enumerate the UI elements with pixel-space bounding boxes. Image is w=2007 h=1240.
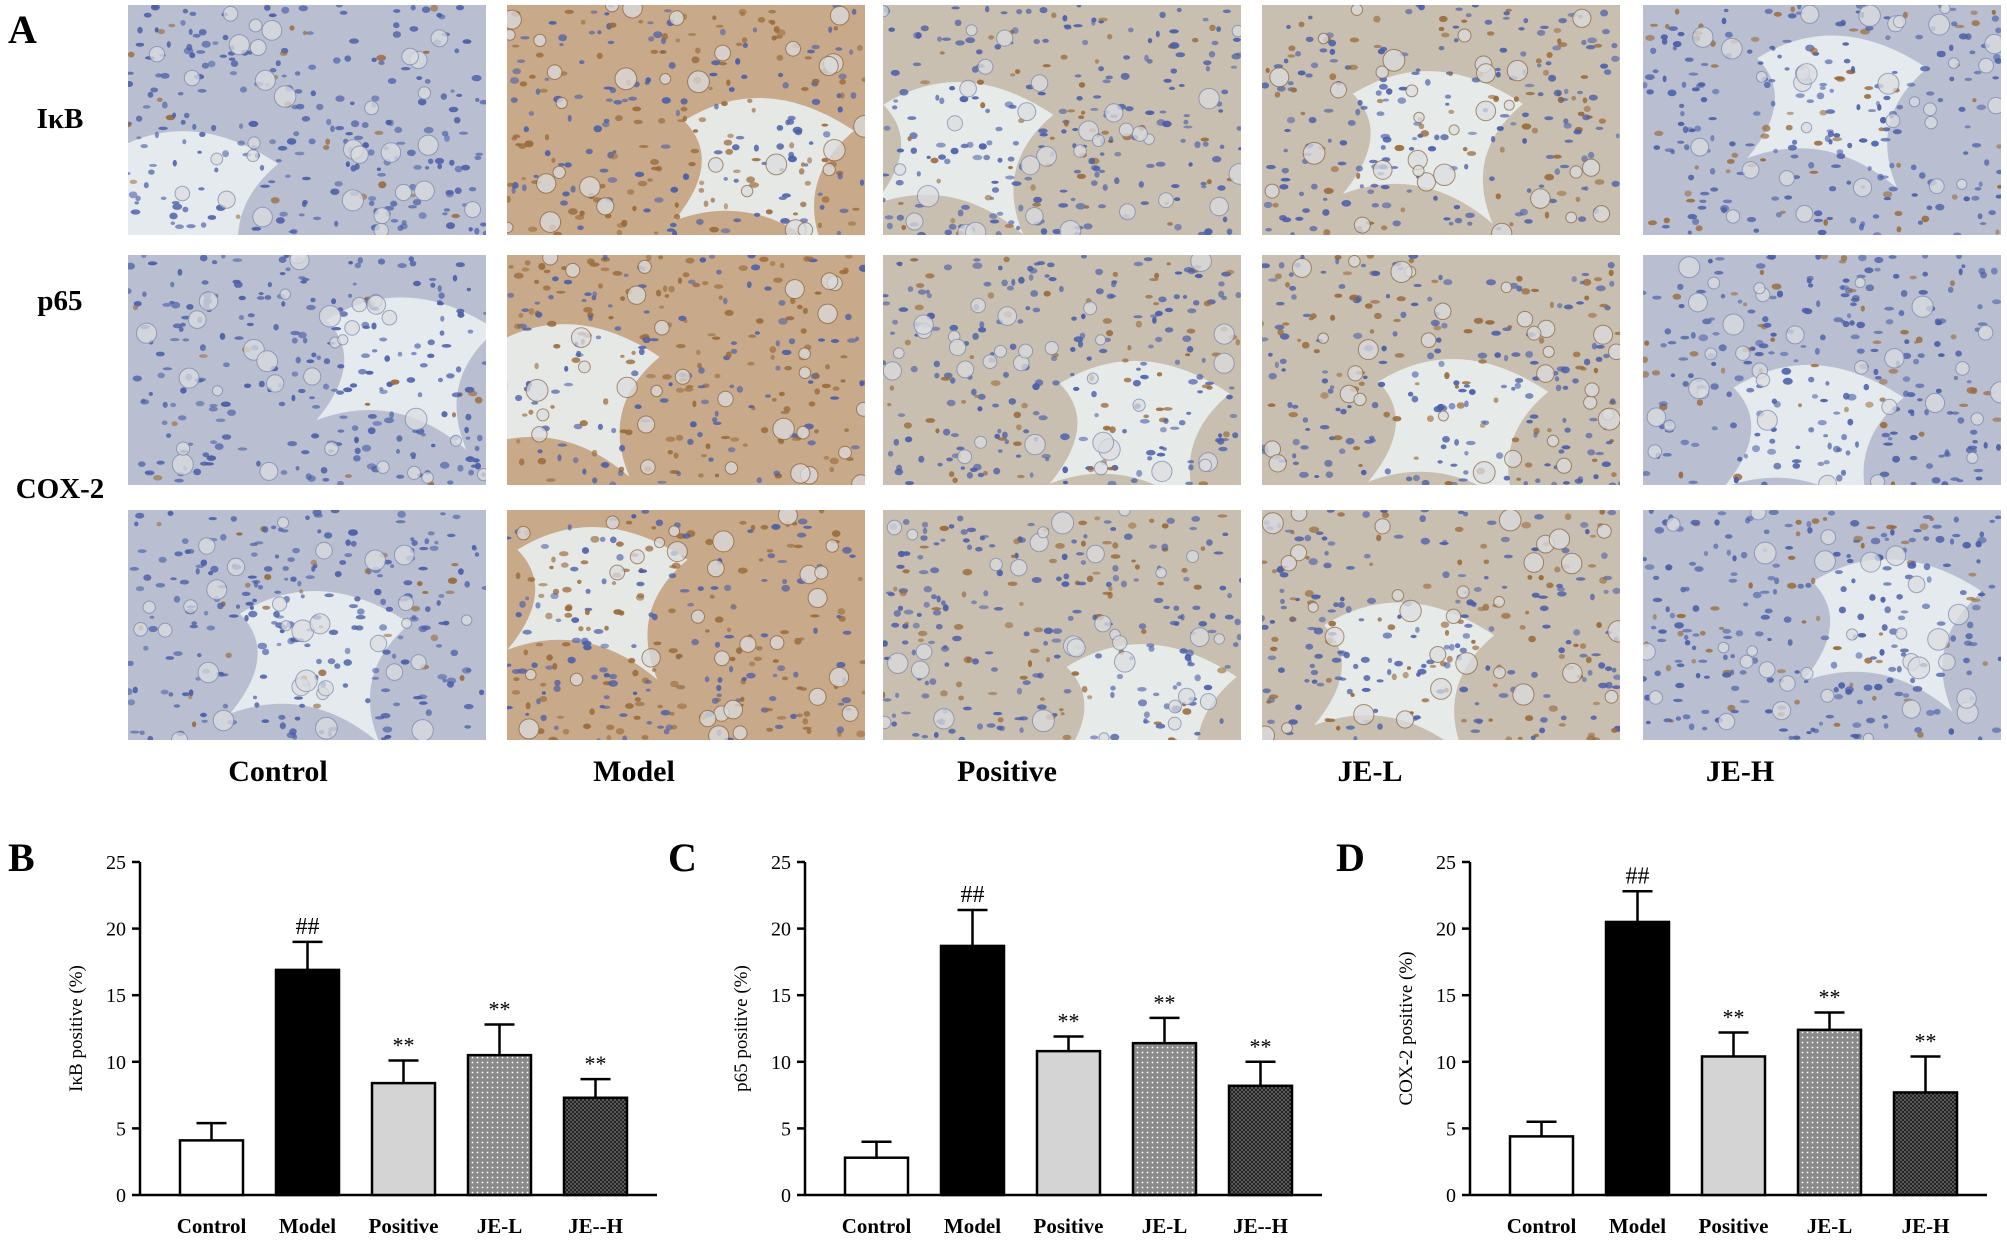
panel-letter-d: D	[1336, 835, 1365, 880]
significance-label: **	[1250, 1034, 1272, 1059]
significance-label: ##	[296, 914, 320, 940]
row-label-ikb: IκB	[36, 103, 84, 135]
y-tick-label: 25	[1436, 852, 1456, 874]
micrograph-p65-model	[507, 255, 865, 485]
x-tick-label: JE-L	[477, 1214, 523, 1238]
micrograph-cox2-je-h	[1643, 510, 2001, 740]
x-tick-label: JE-L	[1807, 1214, 1853, 1238]
column-label-je-l: JE-L	[1337, 755, 1403, 788]
chart-c-p65: 0 5 10 15 20 25 p65 positive (%) Control ## Model…	[731, 852, 1322, 1238]
bar-model	[274, 968, 341, 1197]
micrograph-ikb-control	[128, 5, 486, 235]
y-tick-label: 20	[1436, 919, 1456, 941]
x-tick-label: Positive	[369, 1214, 439, 1238]
micrograph-ikb-je-h	[1643, 5, 2001, 235]
y-tick-label: 0	[1446, 1185, 1456, 1207]
y-tick-label: 20	[771, 919, 791, 941]
bar-model	[1604, 920, 1671, 1197]
micrograph-cox2-model	[507, 510, 865, 740]
bar-je-h	[562, 1096, 629, 1197]
column-label-model: Model	[593, 755, 675, 788]
x-tick-label: JE-L	[1142, 1214, 1188, 1238]
chart-d-cox2: 0 5 10 15 20 25 COX-2 positive (%) Control ## Mod…	[1396, 852, 1987, 1238]
y-tick-label: 15	[106, 985, 126, 1007]
y-tick-label: 10	[106, 1052, 126, 1074]
bar-control	[178, 1139, 245, 1197]
row-label-p65: p65	[37, 285, 83, 317]
micrograph-ikb-model	[507, 5, 865, 235]
significance-label: **	[489, 997, 511, 1022]
bar-positive	[1035, 1049, 1102, 1197]
significance-label: **	[1819, 985, 1841, 1010]
y-axis-label: IκB positive (%)	[66, 965, 87, 1092]
panel-letter-a: A	[8, 7, 37, 52]
significance-label: **	[1915, 1028, 1937, 1053]
y-tick-label: 10	[1436, 1052, 1456, 1074]
micrograph-cox2-positive	[883, 510, 1241, 740]
x-tick-label: Model	[279, 1214, 336, 1238]
bar-positive	[1700, 1055, 1767, 1197]
x-tick-label: JE--H	[1233, 1214, 1288, 1238]
y-tick-label: 15	[1436, 985, 1456, 1007]
y-tick-label: 20	[106, 919, 126, 941]
bar-je-l	[1131, 1041, 1198, 1197]
micrograph-cox2-control	[128, 510, 486, 740]
y-tick-label: 0	[781, 1185, 791, 1207]
x-tick-label: JE--H	[568, 1214, 623, 1238]
row-label-cox2: COX-2	[15, 473, 105, 505]
y-tick-label: 15	[771, 985, 791, 1007]
x-tick-label: Control	[1507, 1214, 1577, 1238]
x-tick-label: Positive	[1699, 1214, 1769, 1238]
y-tick-label: 5	[116, 1118, 126, 1140]
bar-control	[843, 1156, 910, 1197]
bar-model	[939, 944, 1006, 1197]
x-tick-label: Model	[1609, 1214, 1666, 1238]
y-axis-label: p65 positive (%)	[731, 965, 752, 1092]
y-axis-label: COX-2 positive (%)	[1396, 951, 1417, 1105]
significance-label: **	[1723, 1004, 1745, 1029]
column-label-control: Control	[228, 755, 328, 788]
y-tick-label: 5	[781, 1118, 791, 1140]
panel-letter-c: C	[668, 835, 697, 880]
bar-je-l	[1796, 1028, 1863, 1197]
micrograph-p65-je-h	[1643, 255, 2001, 485]
bar-positive	[370, 1081, 437, 1197]
micrograph-ikb-positive	[883, 5, 1241, 235]
significance-label: **	[1154, 990, 1176, 1015]
x-tick-label: Positive	[1034, 1214, 1104, 1238]
x-tick-label: Control	[842, 1214, 912, 1238]
x-tick-label: JE-H	[1902, 1214, 1950, 1238]
bar-je-h	[1227, 1084, 1294, 1197]
column-label-positive: Positive	[957, 755, 1057, 788]
bar-je-h	[1892, 1091, 1959, 1197]
significance-label: **	[393, 1032, 415, 1057]
y-tick-label: 25	[106, 852, 126, 874]
bar-je-l	[466, 1053, 533, 1197]
x-tick-label: Control	[177, 1214, 247, 1238]
significance-label: ##	[961, 882, 985, 908]
micrograph-ikb-je-l	[1262, 5, 1620, 235]
micrograph-p65-je-l	[1262, 255, 1620, 485]
panel-letter-b: B	[8, 835, 35, 880]
micrograph-cox2-je-l	[1262, 510, 1620, 740]
bar-control	[1508, 1135, 1575, 1197]
y-tick-label: 10	[771, 1052, 791, 1074]
micrograph-p65-control	[128, 255, 486, 485]
y-tick-label: 0	[116, 1185, 126, 1207]
y-tick-label: 5	[1446, 1118, 1456, 1140]
y-tick-label: 25	[771, 852, 791, 874]
micrograph-p65-positive	[883, 255, 1241, 485]
significance-label: **	[585, 1051, 607, 1076]
column-label-je-h: JE-H	[1705, 755, 1775, 788]
significance-label: ##	[1626, 863, 1650, 889]
chart-b-ikb: 0 5 10 15 20 25 IκB positive (%) Control ## Model…	[66, 852, 657, 1238]
x-tick-label: Model	[944, 1214, 1001, 1238]
significance-label: **	[1058, 1008, 1080, 1033]
